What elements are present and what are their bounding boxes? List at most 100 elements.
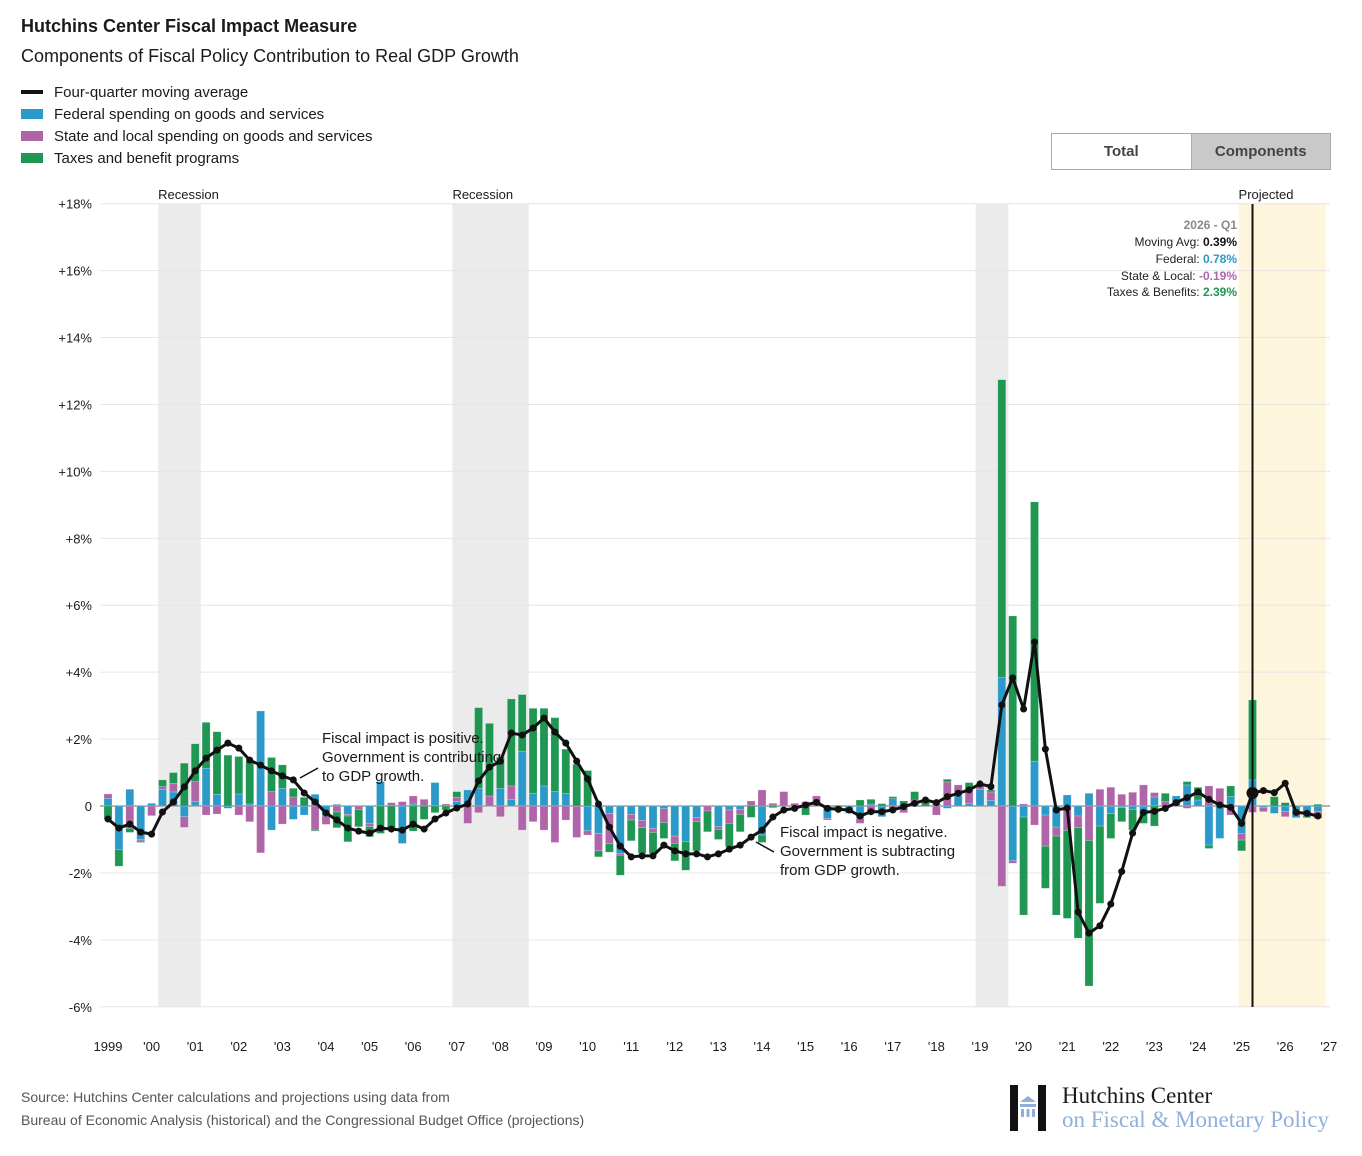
taxes-bar-segment: [768, 805, 778, 808]
legend-label: State and local spending on goods and se…: [54, 127, 373, 145]
state-local-bar-segment: [1095, 788, 1105, 807]
y-tick-label: +6%: [66, 598, 93, 613]
moving-average-point: [333, 816, 341, 824]
state-local-bar-segment: [659, 808, 669, 824]
federal-bar-segment: [866, 803, 876, 807]
taxes-bar-segment: [910, 791, 919, 801]
total-button[interactable]: Total: [1052, 134, 1192, 169]
state-local-bar-segment: [485, 795, 494, 807]
taxes-bar-segment: [310, 829, 320, 832]
x-tick-label: '06: [405, 1039, 422, 1054]
moving-average-point: [867, 808, 875, 816]
federal-bar-segment: [528, 792, 538, 807]
legend-label: Federal spending on goods and services: [54, 105, 325, 123]
moving-average-point: [246, 756, 254, 764]
moving-average-point: [344, 824, 352, 832]
taxes-bar-segment: [714, 829, 723, 840]
chart-title: Hutchins Center Fiscal Impact Measure: [21, 16, 358, 36]
federal-bar-segment: [365, 805, 374, 824]
state-local-bar-segment: [158, 786, 167, 790]
x-tick-label: '25: [1233, 1039, 1250, 1054]
federal-bar-segment: [234, 793, 244, 807]
moving-average-point: [475, 777, 483, 785]
moving-average-point: [1041, 745, 1049, 753]
taxes-bar-segment: [986, 789, 996, 793]
federal-bar-segment: [474, 787, 483, 807]
taxes-bar-segment: [735, 814, 745, 833]
taxes-bar-segment: [299, 797, 309, 807]
state-local-bar-segment: [528, 805, 538, 823]
moving-average-point: [1096, 922, 1104, 930]
state-local-bar-segment: [256, 805, 265, 854]
taxes-bar-segment: [441, 805, 451, 811]
recession-label: Recession: [158, 187, 219, 202]
state-local-bar-segment: [245, 805, 254, 823]
state-local-bar-segment: [539, 805, 549, 831]
federal-bar-segment: [714, 805, 723, 828]
logo-line-2: on Fiscal & Monetary Policy: [1062, 1107, 1330, 1132]
legend-label: Taxes and benefit programs: [54, 149, 240, 167]
state-local-bar-segment: [147, 805, 156, 817]
legend-item-state-local[interactable]: State and local spending on goods and se…: [21, 127, 373, 145]
federal-bar-segment: [986, 800, 996, 807]
taxes-bar-segment: [561, 748, 571, 794]
taxes-bar-segment: [1150, 805, 1159, 827]
state-local-swatch-icon: [21, 131, 43, 141]
taxes-bar-segment: [637, 827, 647, 854]
taxes-bar-segment: [1008, 615, 1018, 807]
federal-bar-segment: [223, 805, 233, 809]
taxes-bar-segment: [1117, 807, 1126, 823]
taxes-bar-segment: [703, 810, 712, 833]
state-local-bar-segment: [648, 828, 658, 833]
y-tick-label: 0: [85, 799, 92, 814]
taxes-bar-segment: [539, 707, 549, 787]
federal-bar-segment: [626, 805, 636, 815]
taxes-bar-segment: [724, 823, 734, 848]
taxes-bar-segment: [408, 805, 418, 832]
state-local-bar-segment: [474, 805, 483, 813]
x-tick-label: '08: [492, 1039, 509, 1054]
moving-average-point: [529, 724, 537, 732]
state-local-bar-segment: [1041, 814, 1050, 847]
components-button[interactable]: Components: [1191, 134, 1330, 169]
y-tick-label: +8%: [66, 531, 93, 546]
x-tick-label: '22: [1102, 1039, 1119, 1054]
moving-average-point: [562, 739, 570, 747]
legend-item-moving-average[interactable]: Four-quarter moving average: [21, 83, 248, 101]
legend-item-federal[interactable]: Federal spending on goods and services: [21, 105, 324, 123]
moving-average-point: [169, 798, 177, 806]
state-local-bar-segment: [1182, 805, 1192, 809]
taxes-bar-segment: [158, 779, 167, 787]
moving-average-point: [1238, 819, 1246, 827]
moving-average-point: [911, 799, 919, 807]
y-tick-label: +4%: [66, 665, 93, 680]
moving-average-point: [823, 804, 831, 812]
moving-average-point: [137, 828, 145, 836]
federal-bar-segment: [376, 781, 385, 807]
legend-item-taxes[interactable]: Taxes and benefit programs: [21, 149, 239, 167]
federal-bar-segment: [299, 805, 309, 816]
state-local-bar-segment: [997, 805, 1007, 887]
moving-average-point: [387, 825, 395, 833]
taxes-bar-segment: [1237, 839, 1246, 852]
federal-bar-segment: [125, 788, 135, 807]
x-tick-label: '18: [928, 1039, 945, 1054]
taxes-bar-segment: [354, 809, 364, 828]
taxes-bar-segment: [1052, 835, 1061, 916]
moving-average-point: [518, 731, 526, 739]
moving-average-point: [1150, 807, 1158, 815]
state-local-bar-segment: [419, 799, 429, 807]
x-tick-label: '12: [666, 1039, 683, 1054]
moving-average-point: [1314, 812, 1322, 820]
state-local-bar-segment: [278, 805, 287, 825]
taxes-bar-segment: [1019, 816, 1028, 916]
state-local-bar-segment: [212, 805, 222, 815]
taxes-bar-segment: [169, 772, 178, 784]
federal-bar-segment: [256, 710, 265, 807]
moving-average-point: [725, 845, 733, 853]
state-local-bar-segment: [267, 791, 276, 807]
x-tick-label: '15: [797, 1039, 814, 1054]
moving-average-point: [769, 813, 777, 821]
fiscal-impact-chart[interactable]: Recession Recession Projected +18% +16% +14% +…: [0, 0, 1362, 1070]
x-tick-label: '02: [230, 1039, 247, 1054]
